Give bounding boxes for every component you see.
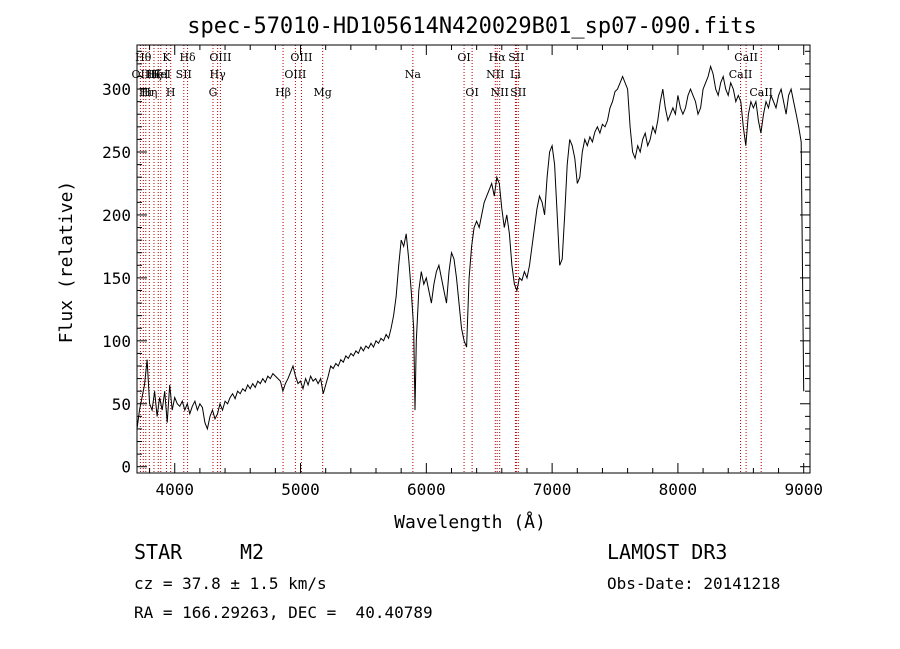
y-tick-label: 150: [102, 269, 131, 288]
x-axis-title: Wavelength (Å): [394, 511, 546, 533]
spectral-line-label: Hδ: [179, 51, 196, 64]
chart-title: spec-57010-HD105614N420029B01_sp07-090.f…: [187, 14, 757, 39]
y-tick-label: 300: [102, 80, 131, 99]
spectral-line-label: SII: [508, 51, 524, 64]
spectral-line-label: Hζ: [146, 68, 162, 81]
plot-area-frame: [136, 44, 811, 474]
spectral-line-label: SII: [176, 68, 192, 81]
spectral-line-label: NII: [491, 86, 509, 99]
spectral-line-label: HeI: [151, 68, 171, 81]
spectral-line-label: OIII: [209, 51, 231, 64]
spectral-line-label: Na: [405, 68, 422, 81]
spectral-line-label: OI: [457, 51, 470, 64]
x-tick-label: 4000: [155, 480, 194, 499]
x-tick-label: 8000: [659, 480, 698, 499]
spectral-line-label: Hγ: [210, 68, 227, 81]
spectral-line-label: Hθ: [135, 51, 152, 64]
spectral-line-label: OII: [132, 68, 150, 81]
y-tick-label: 0: [121, 458, 131, 477]
y-tick-label: 250: [102, 143, 131, 162]
redshift-velocity: cz = 37.8 ± 1.5 km/s: [134, 574, 327, 593]
x-axis-ticks: 4000 5000 6000 7000 8000 9000: [149, 45, 823, 499]
object-class: STAR: [134, 540, 183, 564]
spectral-line-label: K: [162, 51, 171, 64]
spectrum-series-line: [136, 64, 805, 431]
spectral-line-label: Li: [510, 68, 521, 81]
sky-coordinates: RA = 166.29263, DEC = 40.40789: [134, 603, 433, 622]
x-tick-label: 9000: [784, 480, 823, 499]
spectral-line-label: SII: [510, 86, 526, 99]
spectral-line-label: HeI: [148, 68, 168, 81]
y-tick-label: 50: [112, 395, 131, 414]
y-tick-label: 100: [102, 332, 131, 351]
spectral-line-label: OIII: [290, 51, 312, 64]
spectral-line-label: OIII: [284, 68, 306, 81]
object-subclass: M2: [240, 540, 265, 564]
spectral-line-label: Hβ: [275, 86, 291, 99]
spectral-line-label: Mg: [314, 86, 332, 99]
spectral-line-label: OI: [465, 86, 478, 99]
x-tick-label: 5000: [281, 480, 320, 499]
observation-date: Obs-Date: 20141218: [607, 574, 781, 593]
y-axis-title: Flux (relative): [56, 181, 77, 344]
survey-name: LAMOST DR3: [607, 540, 728, 564]
spectral-line-label: G: [209, 86, 218, 99]
spectral-line-label: CaII: [729, 68, 753, 81]
spectral-line-label: CaII: [734, 51, 758, 64]
spectral-line-label: Hα: [489, 51, 507, 64]
x-tick-label: 6000: [407, 480, 446, 499]
spectral-line-label: Hη: [141, 86, 157, 99]
x-tick-label: 7000: [533, 480, 572, 499]
spectral-line-label: NII: [486, 68, 504, 81]
spectral-line-labels: OIIHθHιHηHζHeIHeIKHSIIHδGHγOIIIHβOIIIOII…: [132, 51, 773, 99]
spectral-line-label: H: [166, 86, 176, 99]
y-tick-label: 200: [102, 206, 131, 225]
y-axis-ticks: 0 50 100 150 200 250 300: [102, 50, 810, 477]
spectral-line-label: CaII: [749, 86, 773, 99]
spectral-line-markers: [139, 45, 762, 473]
